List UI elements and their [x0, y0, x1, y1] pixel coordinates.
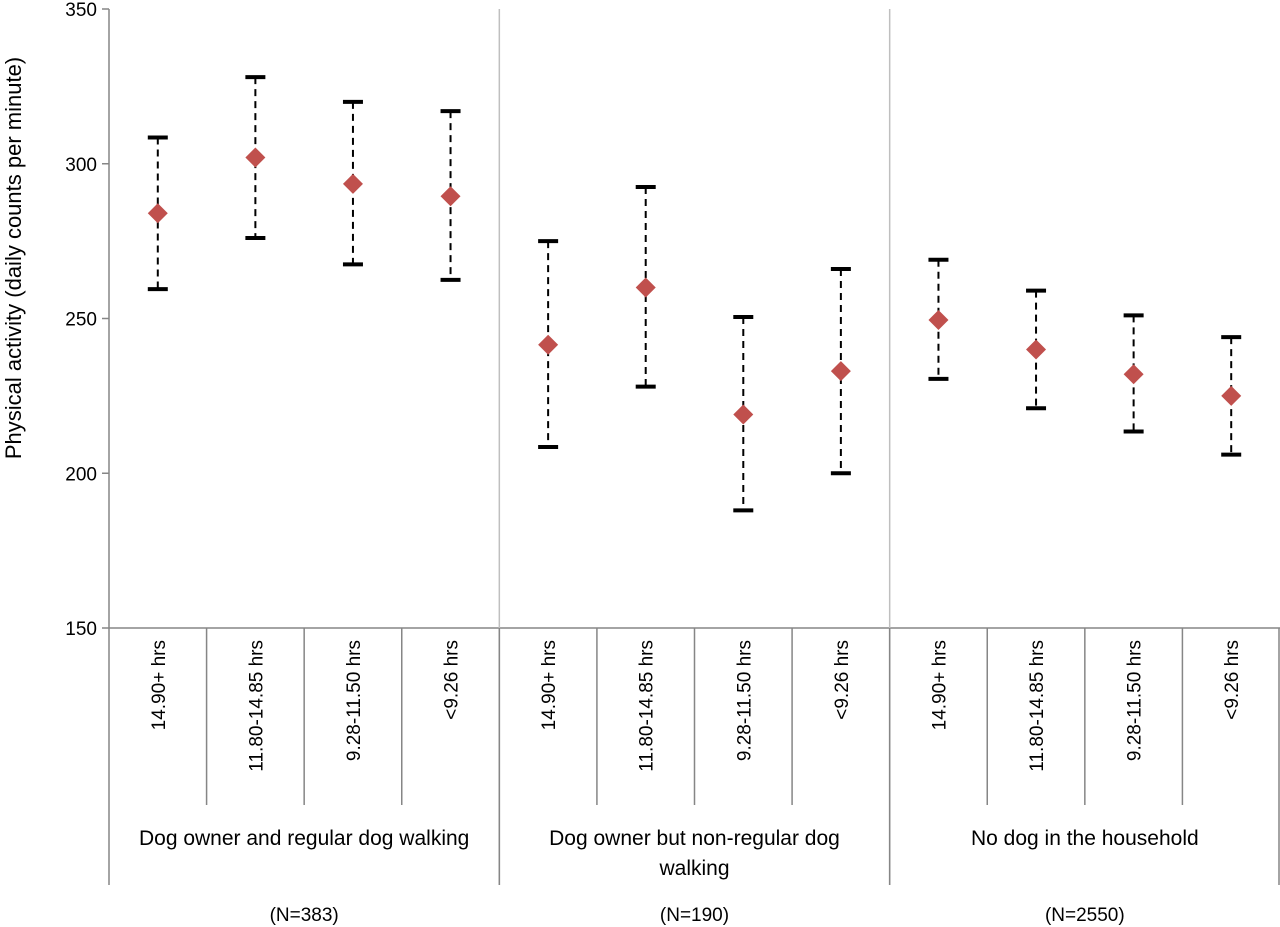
y-tick-label: 350 — [65, 0, 97, 21]
category-label: 14.90+ hrs — [539, 640, 560, 730]
group-sample-size: (N=190) — [660, 905, 729, 926]
category-label: 14.90+ hrs — [929, 640, 950, 730]
category-label: 9.28-11.50 hrs — [1125, 640, 1146, 761]
category-label: <9.26 hrs — [832, 640, 853, 720]
data-point-marker — [1221, 385, 1242, 406]
category-label: 11.80-14.85 hrs — [1027, 640, 1048, 772]
category-label: <9.26 hrs — [1222, 640, 1243, 720]
y-tick-label: 250 — [65, 310, 97, 331]
y-tick-label: 200 — [65, 464, 97, 485]
group-label: Dog owner but non-regular dog — [549, 827, 840, 850]
group-label: Dog owner and regular dog walking — [139, 827, 469, 850]
group-sample-size: (N=2550) — [1045, 905, 1125, 926]
data-point-marker — [440, 186, 461, 207]
group-label: walking — [658, 857, 729, 880]
data-point-marker — [928, 310, 949, 331]
marks-layer — [147, 75, 1242, 513]
group-label: No dog in the household — [971, 827, 1199, 850]
data-point-marker — [245, 147, 266, 168]
group-sample-size: (N=383) — [270, 905, 339, 926]
y-tick-label: 300 — [65, 155, 97, 176]
data-point-marker — [830, 361, 851, 382]
category-label: 9.28-11.50 hrs — [344, 640, 365, 761]
data-point-marker — [733, 404, 754, 425]
y-tick-label: 150 — [65, 619, 97, 640]
category-label: 14.90+ hrs — [149, 640, 170, 730]
category-label: <9.26 hrs — [442, 640, 463, 720]
axis-layer: 150 200 250 300 350 14.90+ hrs 11.80-14.85 hrs… — [65, 0, 1280, 926]
data-point-marker — [635, 277, 656, 298]
data-point-marker — [147, 203, 168, 224]
category-label: 11.80-14.85 hrs — [637, 640, 658, 772]
data-point-marker — [538, 334, 559, 355]
category-label: 9.28-11.50 hrs — [734, 640, 755, 761]
category-label: 11.80-14.85 hrs — [246, 640, 267, 772]
data-point-marker — [342, 173, 363, 194]
data-point-marker — [1123, 364, 1144, 385]
data-point-marker — [1026, 339, 1047, 360]
y-axis-label: Physical activity (daily counts per minu… — [1, 57, 26, 459]
